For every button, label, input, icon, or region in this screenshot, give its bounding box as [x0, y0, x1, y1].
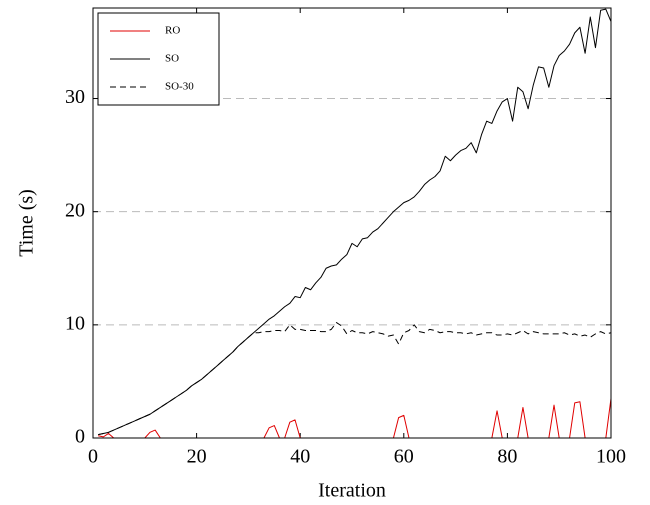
y-axis-label: Time (s) [16, 189, 38, 257]
legend-label: SO-30 [165, 81, 194, 93]
line-series [98, 322, 612, 436]
x-axis-label: Iteration [318, 480, 386, 502]
legend-label: RO [165, 25, 180, 37]
x-tick-label: 100 [596, 446, 626, 468]
legend-label: SO [165, 53, 179, 65]
x-tick-label: 80 [497, 446, 517, 468]
line-series [98, 8, 612, 436]
y-tick-label: 0 [75, 426, 85, 448]
line-series [98, 398, 612, 439]
x-tick-label: 60 [394, 446, 414, 468]
x-tick-label: 20 [187, 446, 207, 468]
y-tick-label: 10 [65, 312, 85, 334]
y-tick-label: 20 [65, 199, 85, 221]
x-tick-label: 0 [88, 446, 98, 468]
plot-frame [92, 7, 612, 439]
y-tick-label: 30 [65, 86, 85, 108]
x-tick-label: 40 [290, 446, 310, 468]
